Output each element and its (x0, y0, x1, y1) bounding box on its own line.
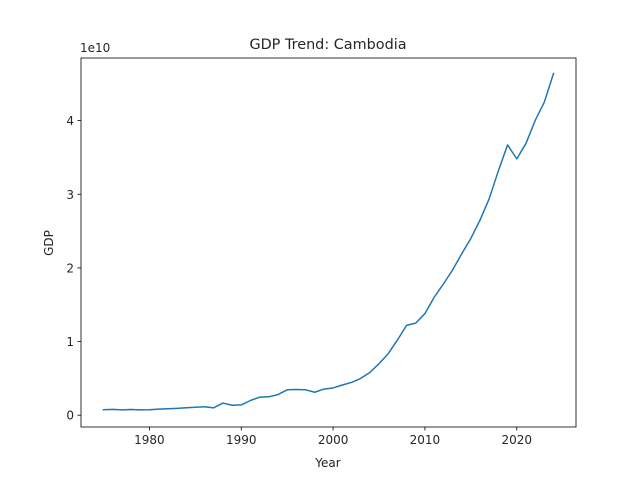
x-tick-label: 2010 (410, 433, 441, 447)
x-tick-label: 2020 (501, 433, 532, 447)
y-tick-label: 0 (66, 409, 74, 423)
x-tick-label: 2000 (318, 433, 349, 447)
x-tick-label: 1980 (134, 433, 165, 447)
axes-frame (80, 57, 577, 428)
x-tick-label: 1990 (226, 433, 257, 447)
y-axis-label: GDP (42, 230, 56, 256)
y-tick-label: 1 (66, 335, 74, 349)
y-tick-label: 4 (66, 114, 74, 128)
y-tick-label: 2 (66, 261, 74, 275)
y-offset-label: 1e10 (80, 41, 110, 55)
chart-title: GDP Trend: Cambodia (249, 37, 406, 53)
series-line-0 (102, 72, 555, 411)
x-axis-label: Year (314, 456, 340, 470)
plot-area: 1980 1990 2000 2010 2020 0 1 2 3 4 (66, 57, 577, 447)
y-tick-label: 3 (66, 188, 74, 202)
